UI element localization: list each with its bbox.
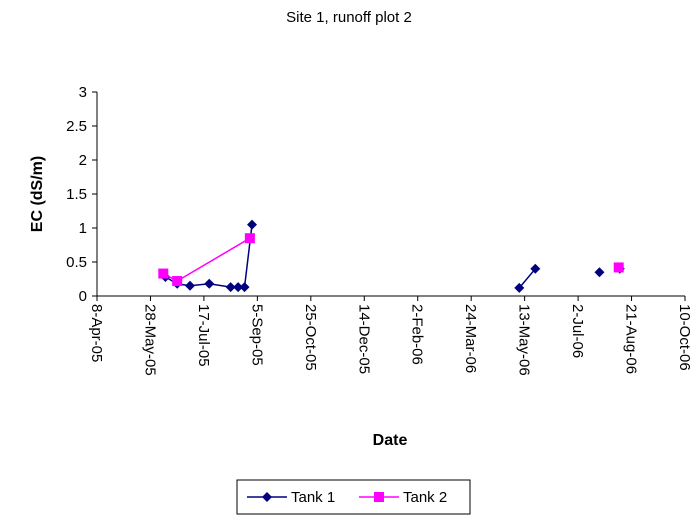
x-tick-label: 2-Jul-06 (569, 304, 586, 358)
legend-label: Tank 2 (403, 489, 447, 506)
y-tick-label: 2 (79, 152, 87, 169)
data-point (204, 279, 214, 289)
x-tick-label: 8-Apr-05 (88, 304, 105, 362)
data-point (245, 233, 255, 243)
y-tick-label: 3 (79, 84, 87, 101)
x-tick-label: 5-Sep-05 (248, 304, 265, 366)
y-tick-label: 0.5 (66, 254, 87, 271)
data-point (594, 267, 604, 277)
data-point (247, 220, 257, 230)
x-tick-label: 10-Oct-06 (676, 304, 693, 371)
data-point (185, 281, 195, 291)
x-tick-label: 28-May-05 (141, 304, 158, 376)
chart-title: Site 1, runoff plot 2 (286, 9, 412, 26)
data-point (172, 276, 182, 286)
x-tick-label: 2-Feb-06 (409, 304, 426, 365)
chart: Site 1, runoff plot 2 Date EC (dS/m) 0 0.… (0, 0, 699, 531)
x-tick-label: 24-Mar-06 (462, 304, 479, 373)
legend-marker (374, 492, 384, 502)
x-tick-label: 25-Oct-05 (302, 304, 319, 371)
x-tick-label: 14-Dec-05 (355, 304, 372, 374)
y-tick-label: 1 (79, 220, 87, 237)
x-tick-label: 21-Aug-06 (623, 304, 640, 374)
x-tick-label: 17-Jul-05 (195, 304, 212, 367)
data-point (240, 282, 250, 292)
data-point (614, 262, 624, 272)
series-line (165, 225, 619, 288)
legend-label: Tank 1 (291, 489, 335, 506)
y-axis-label: EC (dS/m) (29, 156, 46, 232)
y-tick-label: 0 (79, 288, 87, 305)
data-point (158, 269, 168, 279)
y-tick-label: 1.5 (66, 186, 87, 203)
x-tick-label: 13-May-06 (516, 304, 533, 376)
x-axis-label: Date (373, 432, 408, 449)
y-tick-label: 2.5 (66, 118, 87, 135)
series-line (163, 238, 618, 281)
